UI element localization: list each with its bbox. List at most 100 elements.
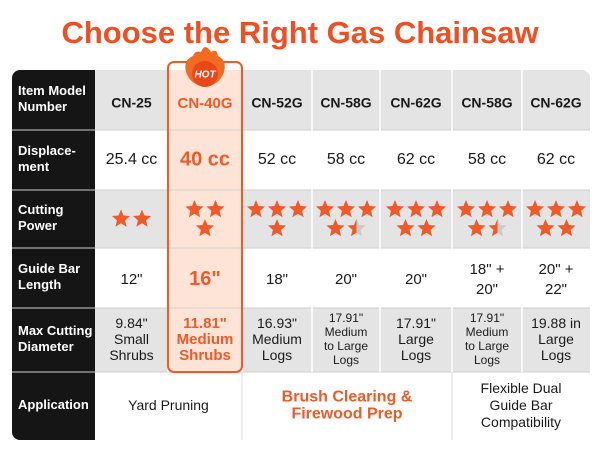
rating-star bbox=[206, 200, 225, 218]
max-diameter-value-line: Large bbox=[538, 331, 574, 347]
max-diameter-value-line: 9.84" bbox=[115, 315, 147, 331]
rating-star bbox=[246, 200, 266, 218]
rating-star bbox=[347, 219, 366, 237]
guide-bar-value-line: 18" + bbox=[470, 261, 505, 278]
guide-bar-value-line: 18" bbox=[266, 271, 288, 288]
guide-bar-value: 18" + 20" bbox=[470, 261, 505, 298]
row-label-line: Power bbox=[18, 218, 57, 233]
rating-star bbox=[385, 200, 405, 218]
max-diameter-value: 17.91" Medium to Large Logs bbox=[465, 311, 509, 367]
guide-bar-value: 20" bbox=[335, 271, 357, 288]
application-value-line: Brush Clearing & bbox=[282, 389, 413, 406]
table: Item Model Number Displace-ment Cutting Powe… bbox=[12, 70, 590, 440]
max-diameter-value: 19.88 in Large Logs bbox=[531, 315, 581, 363]
rating-star bbox=[417, 219, 436, 237]
rating-star bbox=[267, 219, 287, 237]
rating-star bbox=[406, 200, 426, 218]
model-name: CN-58G bbox=[461, 95, 512, 111]
rating-star bbox=[477, 200, 497, 218]
max-diameter-value-line: 16.93" bbox=[257, 315, 297, 331]
max-diameter-value-line: to Large bbox=[465, 339, 509, 353]
row-label-line: Length bbox=[18, 277, 61, 292]
rating-star bbox=[467, 219, 486, 237]
row-label-line: Max Cutting bbox=[18, 323, 92, 338]
rating-star bbox=[557, 219, 576, 237]
max-diameter-value: 16.93" Medium Logs bbox=[252, 315, 302, 363]
displacement-value: 58 cc bbox=[468, 151, 506, 168]
application-value-line: Firewood Prep bbox=[291, 406, 402, 423]
row-label: Max Cutting Diameter bbox=[18, 323, 92, 354]
max-diameter-value: 17.91" Large Logs bbox=[396, 315, 436, 363]
row-label: Displace-ment bbox=[18, 143, 76, 174]
max-diameter-value-line: Large bbox=[398, 331, 434, 347]
rating-star bbox=[336, 200, 356, 218]
max-diameter-value-line: Shrubs bbox=[109, 347, 153, 363]
rating-star bbox=[498, 200, 518, 218]
model-name: CN-62G bbox=[390, 95, 441, 111]
rating-star bbox=[185, 200, 204, 218]
guide-bar-value-line: 22" bbox=[545, 281, 567, 298]
max-diameter-value-line: Medium bbox=[466, 325, 509, 339]
guide-bar-value-line: 20" bbox=[405, 271, 427, 288]
row-label-line: Displace- bbox=[18, 143, 76, 158]
guide-bar-value: 16" bbox=[189, 268, 221, 290]
rating-star bbox=[132, 209, 152, 227]
application-value-line: Flexible Dual bbox=[481, 380, 562, 396]
displacement-value: 62 cc bbox=[537, 151, 575, 168]
row-label-line: Number bbox=[18, 99, 67, 114]
guide-bar-value: 20" bbox=[405, 271, 427, 288]
model-name: CN-52G bbox=[251, 95, 302, 111]
rating-star bbox=[267, 200, 287, 218]
page-title: Choose the Right Gas Chainsaw bbox=[61, 15, 539, 50]
row-label-line: Guide Bar bbox=[18, 261, 80, 276]
row-label-line: ment bbox=[18, 159, 50, 174]
rating-star bbox=[288, 200, 308, 218]
max-diameter-value-line: 19.88 in bbox=[531, 315, 581, 331]
max-diameter-value-line: 11.81" bbox=[183, 315, 227, 332]
displacement-value: 25.4 cc bbox=[106, 151, 158, 168]
rating-star bbox=[195, 219, 215, 237]
max-diameter-value-line: Logs bbox=[333, 353, 359, 367]
rating-star bbox=[546, 200, 566, 218]
rating-star bbox=[315, 200, 335, 218]
guide-bar-value-line: 20" bbox=[335, 271, 357, 288]
model-name: CN-62G bbox=[530, 95, 581, 111]
model-name: CN-25 bbox=[111, 95, 152, 111]
max-diameter-value-line: 17.91" bbox=[470, 311, 504, 325]
guide-bar-value: 18" bbox=[266, 271, 288, 288]
rating-star bbox=[357, 200, 377, 218]
model-name: CN-40G bbox=[177, 95, 232, 112]
application-value: Brush Clearing & Firewood Prep bbox=[282, 389, 413, 423]
max-diameter-value-line: Logs bbox=[401, 347, 431, 363]
rating-star bbox=[456, 200, 476, 218]
row-label: Application bbox=[18, 397, 89, 412]
rating-star bbox=[326, 219, 345, 237]
max-diameter-value-line: Medium bbox=[325, 325, 368, 339]
application-value-line: Compatibility bbox=[481, 414, 561, 430]
row-label-line: Item Model bbox=[18, 83, 86, 98]
rating-star bbox=[427, 200, 447, 218]
max-diameter-value-line: Medium bbox=[177, 331, 234, 348]
max-diameter-value: 17.91" Medium to Large Logs bbox=[324, 311, 368, 367]
rating-star bbox=[525, 200, 545, 218]
row-label-line: Diameter bbox=[18, 339, 74, 354]
guide-bar-value-line: 20" bbox=[476, 281, 498, 298]
application-value-line: Yard Pruning bbox=[128, 397, 209, 413]
application-value: Flexible Dual Guide Bar Compatibility bbox=[481, 380, 562, 430]
row-label-line: Application bbox=[18, 397, 89, 412]
displacement-value: 62 cc bbox=[397, 151, 435, 168]
model-name: CN-58G bbox=[320, 95, 371, 111]
displacement-value: 52 cc bbox=[258, 151, 296, 168]
max-diameter-value-line: Logs bbox=[474, 353, 500, 367]
max-diameter-value-line: Logs bbox=[541, 347, 571, 363]
displacement-value: 40 cc bbox=[180, 148, 230, 170]
guide-bar-value: 20" + 22" bbox=[539, 261, 574, 298]
rating-star bbox=[488, 219, 507, 237]
rating-star bbox=[536, 219, 555, 237]
max-diameter-value-line: to Large bbox=[324, 339, 368, 353]
row-label: Guide Bar Length bbox=[18, 261, 80, 292]
max-diameter-value: 9.84" Small Shrubs bbox=[109, 315, 153, 363]
rating-star bbox=[396, 219, 415, 237]
guide-bar-value-line: 16" bbox=[189, 268, 221, 290]
